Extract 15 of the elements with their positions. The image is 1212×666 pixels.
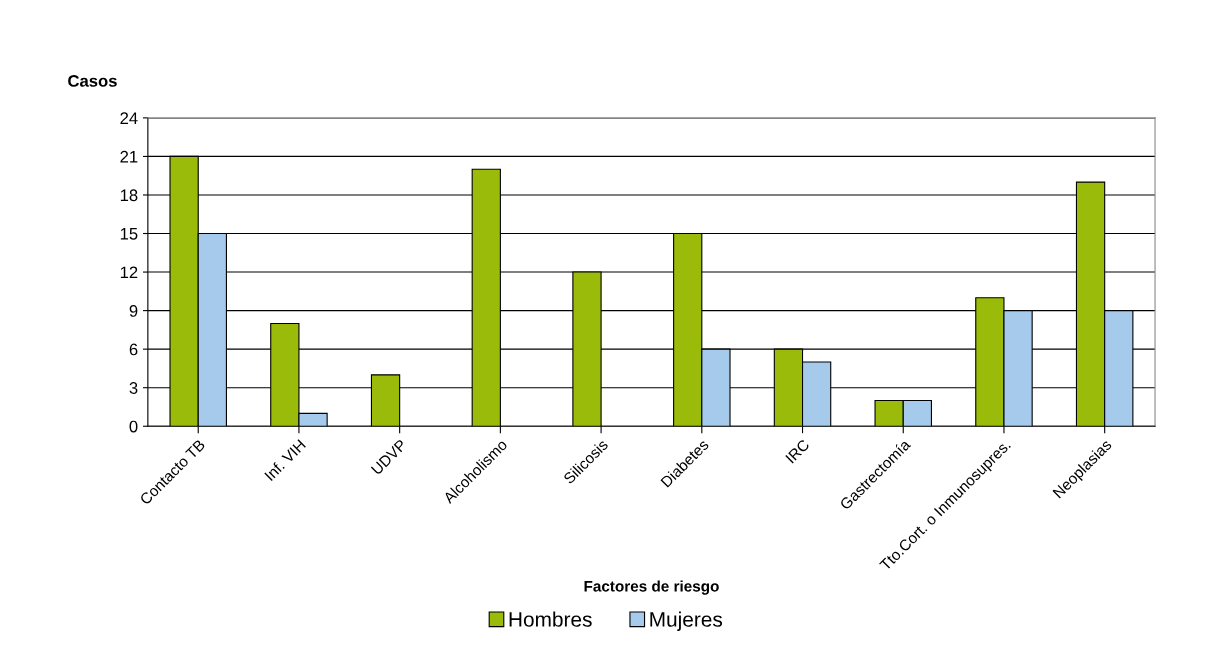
y-tick-label: 21 (120, 150, 138, 163)
x-axis-title: Factores de riesgo (584, 580, 719, 595)
y-tick-label: 18 (120, 189, 138, 202)
y-tick-label: 24 (120, 112, 138, 124)
x-tick-label: IRC (785, 438, 811, 464)
x-tick-label: Inf. VIH (263, 438, 306, 481)
legend-label: Hombres (509, 611, 592, 627)
y-tick-label: 9 (129, 305, 138, 317)
y-axis-title: Casos (68, 75, 117, 87)
y-tick-label: 0 (129, 420, 138, 433)
y-tick-label: 12 (120, 266, 138, 279)
legend-label: Mujeres (650, 611, 723, 631)
y-tick-label: 3 (129, 382, 138, 394)
y-tick-label: 6 (129, 343, 138, 356)
y-tick-label: 15 (120, 228, 138, 240)
